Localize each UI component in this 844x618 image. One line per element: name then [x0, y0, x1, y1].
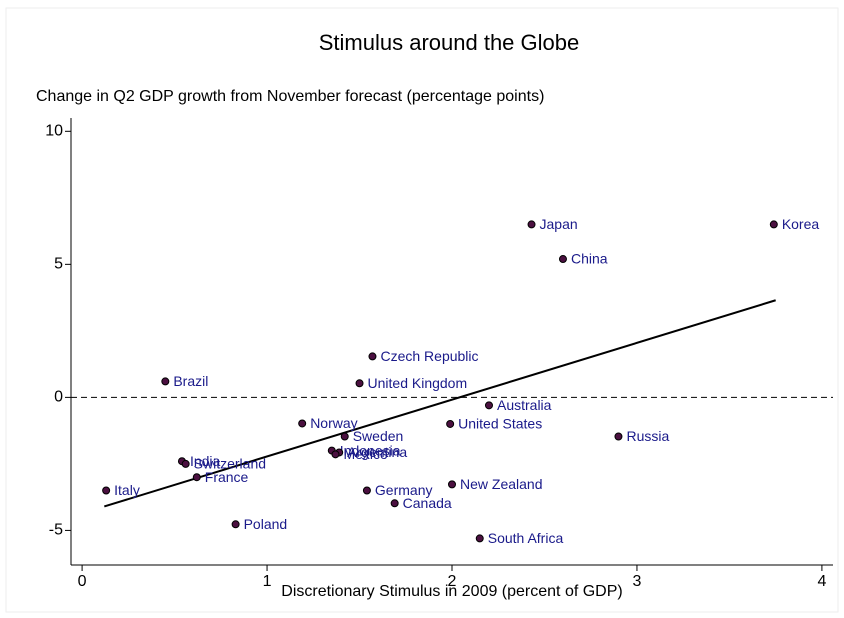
y-tick-label: 5 [54, 256, 63, 273]
point [181, 459, 190, 468]
chart-title: Stimulus around the Globe [319, 30, 580, 55]
point-label: United States [458, 416, 542, 432]
y-axis-label: Change in Q2 GDP growth from November fo… [36, 88, 544, 105]
point [484, 401, 493, 410]
point-label: United Kingdom [368, 375, 468, 391]
point [368, 352, 377, 361]
point-label: South Africa [488, 530, 564, 546]
point-label: Korea [782, 216, 820, 232]
x-tick-label: 3 [632, 573, 641, 590]
point-label: Brazil [173, 373, 208, 389]
point-label: Japan [540, 216, 578, 232]
y-tick-label: 0 [54, 389, 63, 406]
point [231, 520, 240, 529]
point-label: Norway [310, 415, 357, 431]
point [448, 480, 456, 489]
x-axis-label: Discretionary Stimulus in 2009 (percent … [281, 583, 622, 600]
point-label: Switzerland [194, 456, 266, 472]
fit-line [103, 299, 776, 508]
point-label: Russia [626, 428, 669, 444]
point [340, 432, 349, 441]
point-label: Argentina [347, 444, 407, 460]
y-tick-label: -5 [49, 522, 63, 539]
point-label: Indonesia [340, 442, 401, 458]
point-label: Germany [375, 482, 433, 498]
point-label: France [205, 469, 249, 485]
point [558, 255, 567, 264]
x-tick-label: 0 [78, 573, 87, 590]
point-label: Australia [497, 397, 552, 413]
x-tick-label: 4 [817, 573, 826, 590]
x-tick-label: 1 [263, 573, 272, 590]
point [475, 534, 484, 543]
point-label: Canada [403, 495, 452, 511]
x-tick-label: 2 [448, 573, 457, 590]
point-label: China [571, 251, 608, 267]
point-label: Czech Republic [380, 348, 478, 364]
point [527, 220, 536, 229]
point [331, 450, 340, 459]
point-label: Poland [244, 516, 288, 532]
point-label: Mexico [343, 446, 388, 462]
point-label: Sweden [353, 428, 404, 444]
point [161, 377, 170, 386]
frame [5, 7, 839, 613]
point [355, 379, 364, 388]
point [102, 486, 111, 495]
point [614, 432, 623, 441]
point [769, 220, 778, 229]
point-label: Italy [114, 482, 140, 498]
point [298, 419, 307, 428]
point [362, 486, 371, 495]
point-label: India [190, 453, 221, 469]
point-label: New Zealand [460, 476, 543, 492]
y-tick-label: 10 [45, 123, 63, 140]
point [192, 473, 201, 482]
point [390, 499, 399, 508]
point [446, 419, 455, 428]
